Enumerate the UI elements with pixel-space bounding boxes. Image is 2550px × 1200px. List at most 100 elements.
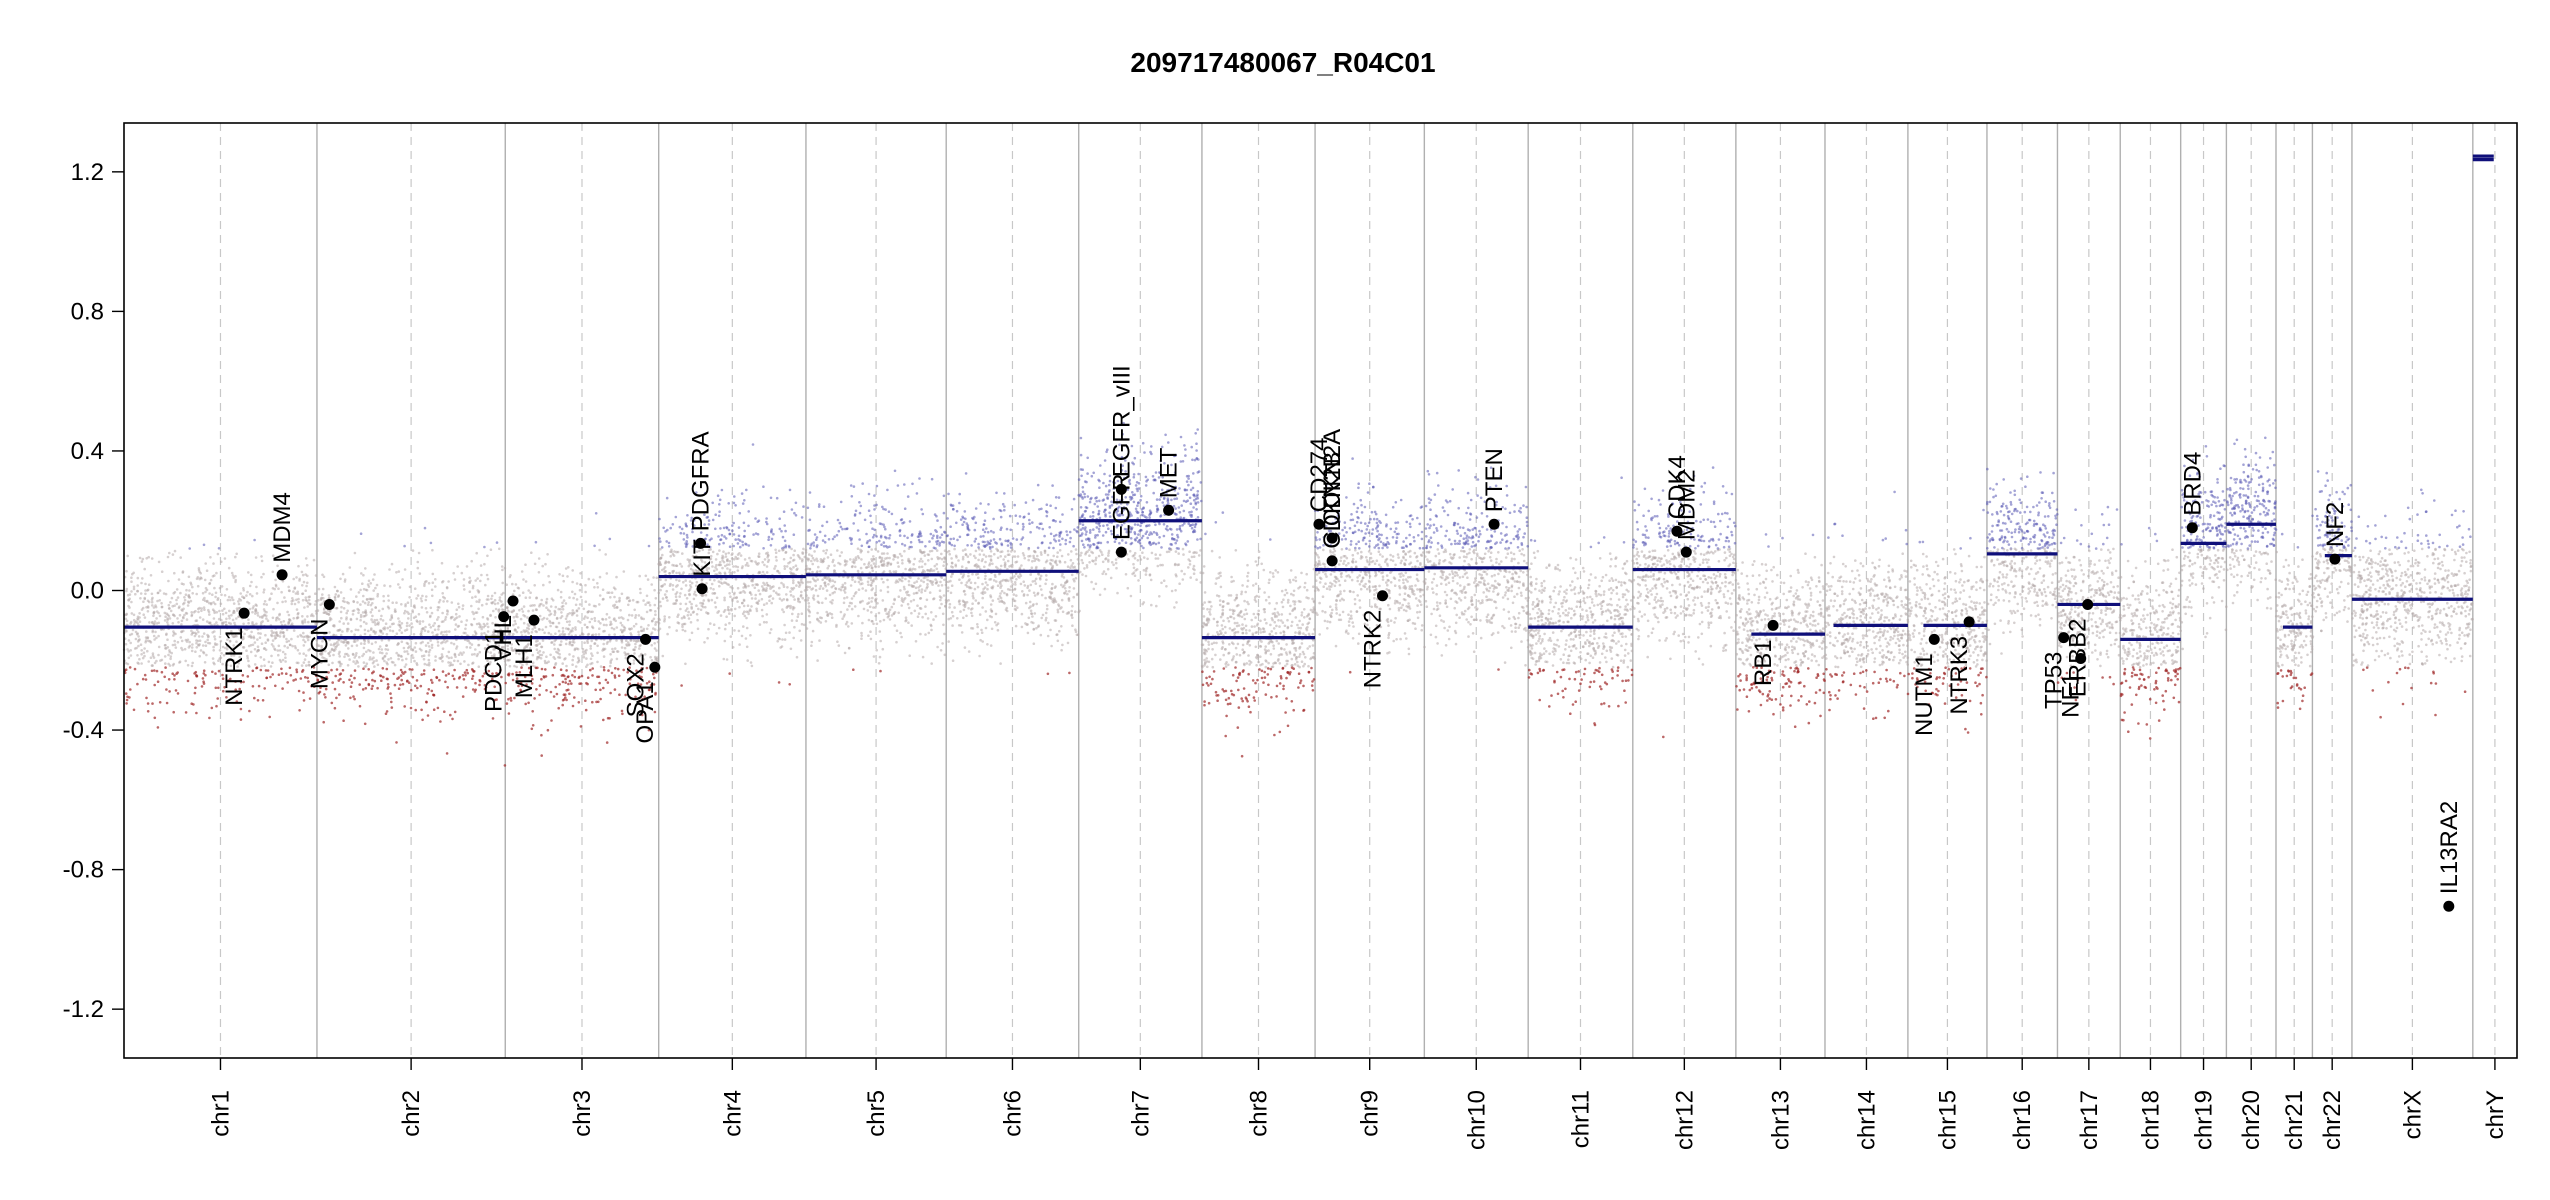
probe-point-chr1 (196, 584, 200, 588)
probe-point-chr4 (745, 626, 749, 630)
probe-point-chr3 (591, 674, 594, 677)
probe-point-chr4 (690, 631, 694, 635)
probe-point-chr4 (749, 661, 753, 664)
probe-point-chr1 (155, 610, 159, 613)
probe-point-chr2 (440, 620, 444, 624)
probe-point-chr1 (192, 703, 195, 706)
probe-point-chr1 (222, 689, 225, 693)
probe-point-chr2 (352, 660, 355, 663)
probe-point-chr5 (913, 581, 916, 585)
probe-point-chr1 (213, 586, 216, 590)
probe-point-chr1 (292, 629, 296, 632)
probe-point-chr5 (841, 527, 844, 531)
probe-point-chr2 (427, 654, 431, 657)
probe-point-chr1 (179, 591, 182, 595)
probe-point-chr3 (575, 598, 579, 601)
probe-point-chr2 (473, 670, 476, 673)
probe-point-chr5 (860, 544, 864, 548)
probe-point-chr3 (559, 616, 562, 620)
probe-point-chr2 (471, 661, 475, 665)
probe-point-chr1 (215, 571, 218, 575)
probe-point-chr5 (873, 494, 876, 497)
probe-point-chr2 (453, 653, 457, 657)
probe-point-chr2 (440, 561, 444, 565)
probe-point-chr2 (363, 642, 366, 645)
probe-point-chr4 (719, 614, 723, 617)
probe-point-chr5 (822, 505, 826, 509)
probe-point-chr1 (297, 611, 300, 615)
probe-point-chr4 (665, 561, 668, 564)
probe-point-chr1 (306, 605, 310, 608)
probe-point-chr2 (436, 644, 440, 647)
probe-point-chr4 (795, 568, 798, 572)
probe-point-chr4 (781, 638, 784, 641)
probe-point-chr5 (810, 554, 814, 558)
probe-point-chr3 (617, 616, 621, 620)
probe-point-chr3 (556, 647, 560, 651)
probe-point-chr5 (870, 548, 873, 551)
probe-point-chr2 (367, 579, 371, 583)
probe-point-chr2 (455, 616, 459, 619)
probe-point-chr1 (262, 588, 266, 591)
probe-point-chr3 (592, 578, 595, 582)
probe-point-chr6 (984, 574, 987, 578)
probe-point-chr1 (287, 585, 291, 589)
probe-point-chr3 (579, 572, 582, 575)
probe-point-chr3 (626, 641, 630, 644)
probe-point-chr5 (843, 581, 847, 585)
probe-point-chr6 (991, 562, 994, 566)
probe-point-chr4 (738, 605, 741, 609)
probe-point-chr5 (881, 647, 885, 651)
probe-point-chr3 (647, 601, 651, 604)
probe-point-chr5 (874, 614, 877, 618)
probe-point-chr1 (230, 571, 234, 575)
probe-point-chr2 (359, 532, 363, 535)
probe-point-chr1 (153, 669, 156, 672)
probe-point-chr4 (699, 608, 703, 612)
probe-point-chr4 (784, 529, 787, 533)
probe-point-chr5 (832, 584, 835, 588)
probe-point-chr2 (441, 592, 445, 595)
probe-point-chr4 (709, 622, 712, 625)
probe-point-chr6 (958, 492, 961, 496)
probe-point-chr1 (213, 602, 217, 606)
probe-point-chr3 (593, 586, 596, 589)
probe-point-chr5 (940, 602, 943, 606)
probe-point-chr5 (860, 631, 863, 635)
probe-point-chr4 (760, 597, 764, 601)
probe-point-chr5 (940, 552, 943, 556)
probe-point-chr3 (538, 603, 542, 606)
probe-point-chr3 (561, 626, 565, 630)
probe-point-chr3 (573, 675, 577, 679)
probe-point-chr6 (1068, 590, 1071, 593)
probe-point-chr3 (596, 651, 599, 655)
probe-point-chr5 (853, 580, 857, 583)
probe-point-chr6 (956, 538, 959, 542)
probe-point-chr1 (151, 630, 154, 634)
probe-point-chr4 (801, 551, 804, 554)
probe-point-chr5 (839, 500, 843, 504)
probe-point-chr4 (778, 586, 781, 590)
probe-point-chr2 (382, 599, 386, 603)
probe-point-chr1 (213, 642, 217, 645)
probe-point-chr3 (557, 607, 560, 611)
probe-point-chr4 (795, 584, 798, 587)
probe-point-chr3 (610, 591, 614, 594)
probe-point-chr3 (605, 623, 608, 627)
probe-point-chr2 (362, 615, 366, 618)
probe-point-chr5 (903, 534, 906, 538)
probe-point-chr3 (565, 698, 568, 702)
probe-point-chr3 (596, 586, 600, 589)
probe-point-chr4 (743, 529, 746, 533)
probe-point-chr1 (217, 686, 220, 690)
probe-point-chr3 (530, 727, 534, 731)
probe-point-chr3 (554, 605, 558, 609)
probe-point-chr1 (271, 673, 275, 676)
probe-point-chr1 (132, 623, 136, 626)
probe-point-chr4 (758, 592, 762, 596)
probe-point-chr3 (613, 595, 616, 599)
probe-point-chr3 (591, 654, 594, 657)
probe-point-chr1 (142, 651, 146, 655)
probe-point-chr4 (714, 513, 717, 516)
probe-point-chr1 (314, 574, 318, 577)
